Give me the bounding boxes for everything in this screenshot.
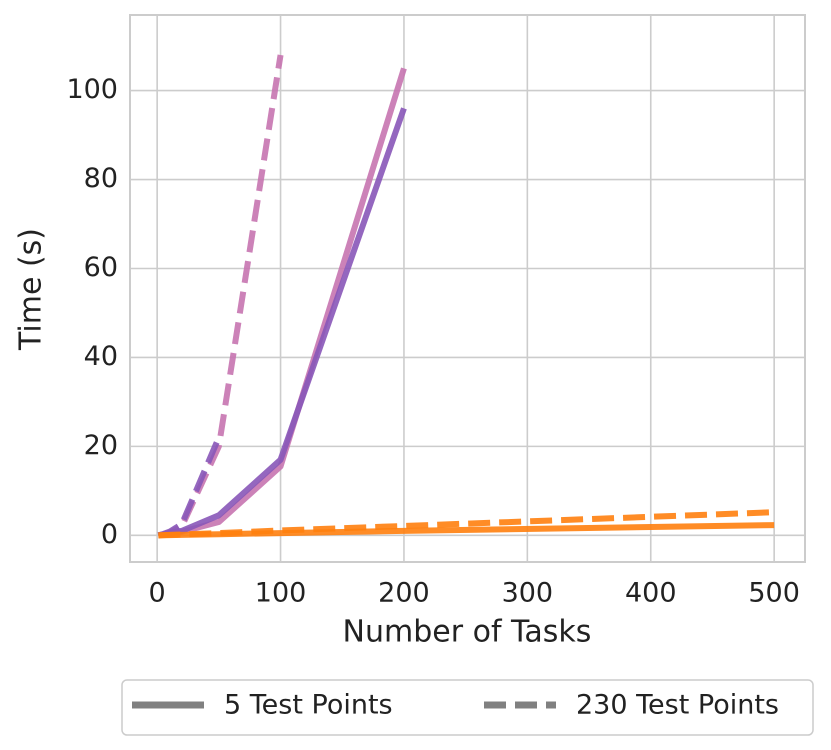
y-tick-label: 0 [101,519,118,550]
legend-box [121,679,814,736]
plot-frame [129,14,806,563]
y-tick-label: 100 [66,74,118,105]
legend-label: 230 Test Points [576,690,779,721]
y-tick-label: 80 [84,163,118,194]
series-line [157,54,284,539]
y-tick-label: 40 [84,341,118,372]
x-tick-label: 0 [149,578,166,609]
y-tick-label: 20 [84,430,118,461]
x-tick-label: 500 [748,578,800,609]
legend-label: 5 Test Points [224,690,393,721]
x-tick-label: 300 [502,578,554,609]
y-tick-label: 60 [84,252,118,283]
x-tick-label: 100 [255,578,307,609]
x-tick-label: 400 [625,578,677,609]
x-tick-label: 200 [378,578,430,609]
series-line [158,522,775,539]
x-axis-label: Number of Tasks [343,615,592,650]
y-axis-label: Time (s) [14,228,49,351]
